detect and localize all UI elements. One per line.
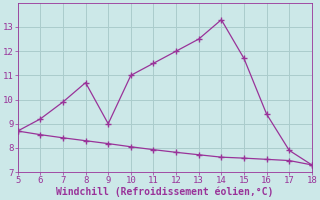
X-axis label: Windchill (Refroidissement éolien,°C): Windchill (Refroidissement éolien,°C) (56, 187, 274, 197)
